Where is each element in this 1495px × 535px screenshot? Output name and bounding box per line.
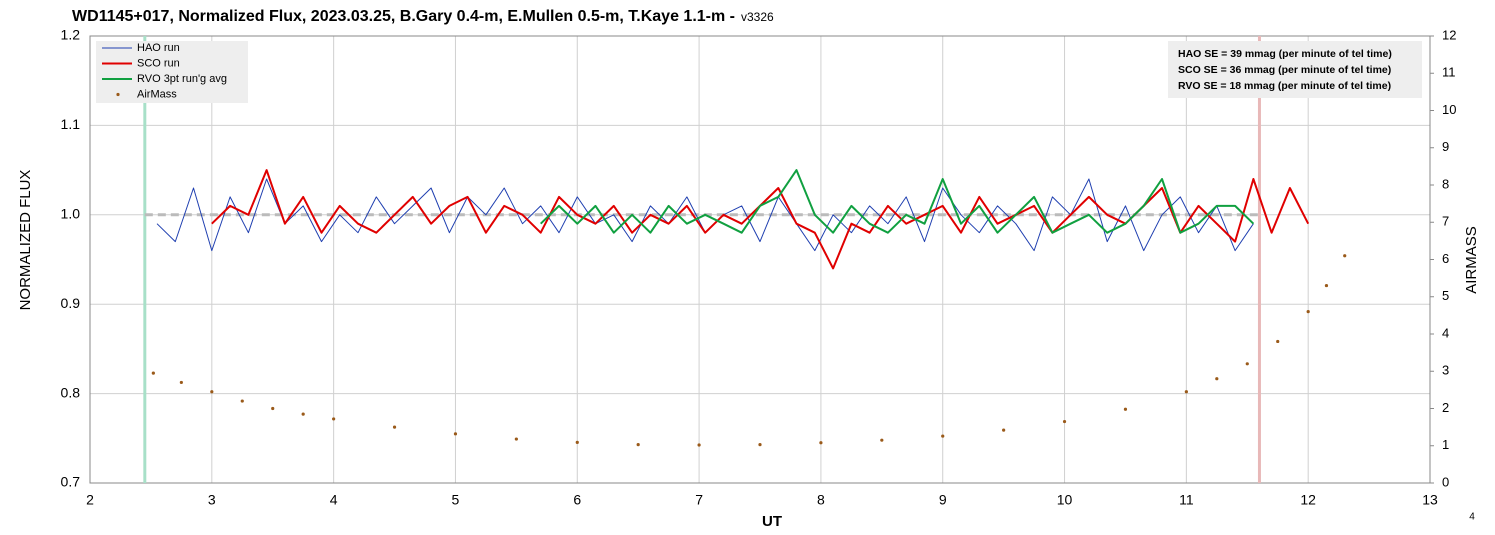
y-tick-label: 0.8 (61, 384, 81, 400)
airmass-point (210, 390, 214, 394)
chart-version: v3326 (741, 10, 774, 24)
annotation-text: RVO SE = 18 mmag (per minute of tel time… (1178, 80, 1391, 92)
y2-tick-label: 4 (1442, 325, 1449, 340)
plot-frame (89, 35, 1431, 484)
x-tick-label: 9 (939, 492, 947, 508)
annotation-text: SCO SE = 36 mmag (per minute of tel time… (1178, 64, 1391, 76)
y2-tick-label: 7 (1442, 214, 1449, 229)
airmass-point (1062, 419, 1067, 424)
chart-title: WD1145+017, Normalized Flux, 2023.03.25,… (72, 8, 735, 25)
y2-tick-label: 11 (1442, 65, 1456, 80)
airmass-point (1002, 428, 1006, 432)
airmass-point (697, 443, 701, 447)
annotation-background (1168, 41, 1422, 98)
airmass-point (758, 443, 762, 447)
legend-label: SCO run (137, 57, 180, 69)
y2-tick-label: 8 (1442, 176, 1449, 191)
airmass-point (1245, 362, 1249, 366)
y2-axis-label: AIRMASS (1463, 226, 1480, 294)
airmass-point (1306, 310, 1310, 314)
airmass-point (271, 406, 275, 411)
x-tick-label: 12 (1300, 492, 1316, 508)
x-tick-label: 7 (695, 492, 703, 508)
airmass-point (575, 440, 579, 444)
x-axis-label: UT (762, 513, 782, 530)
airmass-point (453, 432, 458, 436)
legend: HAO run SCO run RVO 3pt run'g avg AirMass (96, 41, 248, 103)
x-tick-label: 11 (1179, 492, 1194, 508)
y2-tick-label: 3 (1442, 363, 1449, 378)
y2-tick-label: 0 (1442, 474, 1449, 489)
annotation-box: HAO SE = 39 mmag (per minute of tel time… (1168, 41, 1422, 98)
airmass-point (1343, 254, 1347, 258)
airmass-point (1324, 283, 1329, 288)
airmass-point (1184, 390, 1188, 394)
annotation-text: HAO SE = 39 mmag (per minute of tel time… (1178, 48, 1392, 60)
series-line (540, 169, 1255, 234)
airmass-point (636, 443, 640, 447)
airmass-point (151, 371, 155, 375)
legend-label: AirMass (137, 88, 177, 100)
legend-label: HAO run (137, 42, 180, 54)
y-tick-label: 1.2 (61, 27, 81, 43)
airmass-point (880, 438, 884, 442)
y2-tick-label: 2 (1442, 400, 1449, 415)
x-tick-label: 13 (1422, 492, 1438, 508)
y-tick-label: 1.1 (61, 116, 81, 132)
y2-tick-label: 6 (1442, 251, 1449, 266)
airmass-point (240, 399, 244, 403)
legend-box (96, 41, 248, 103)
airmass-point (941, 434, 945, 438)
y-tick-label: 1.0 (61, 206, 81, 222)
legend-label: RVO 3pt run'g avg (137, 73, 227, 85)
x-tick-label: 6 (573, 492, 581, 508)
x-tick-label: 2 (86, 492, 94, 508)
legend-swatch (116, 92, 120, 97)
y-tick-label: 0.9 (61, 295, 81, 311)
y2-tick-label: 1 (1442, 437, 1449, 452)
y2-tick-label: 9 (1442, 139, 1449, 154)
airmass-point (1276, 339, 1280, 344)
y2-tick-label: 12 (1442, 27, 1456, 42)
airmass-point (1123, 407, 1128, 411)
page-number: 4 (1469, 512, 1475, 523)
series-line (211, 169, 1310, 270)
y2-tick-label: 5 (1442, 288, 1449, 303)
airmass-point (392, 425, 397, 429)
airmass-point (514, 437, 518, 441)
x-tick-label: 3 (208, 492, 216, 508)
y-axis-label: NORMALIZED FLUX (17, 170, 34, 311)
airmass-point (179, 380, 183, 385)
y-tick-label: 0.7 (61, 474, 81, 490)
airmass-point (819, 441, 823, 445)
x-tick-label: 5 (452, 492, 460, 508)
airmass-point (301, 412, 305, 416)
x-tick-label: 4 (330, 492, 338, 508)
x-tick-label: 10 (1057, 492, 1073, 508)
airmass-point (1215, 377, 1219, 381)
x-tick-label: 8 (817, 492, 825, 508)
y2-tick-label: 10 (1442, 102, 1456, 117)
airmass-point (332, 417, 336, 421)
